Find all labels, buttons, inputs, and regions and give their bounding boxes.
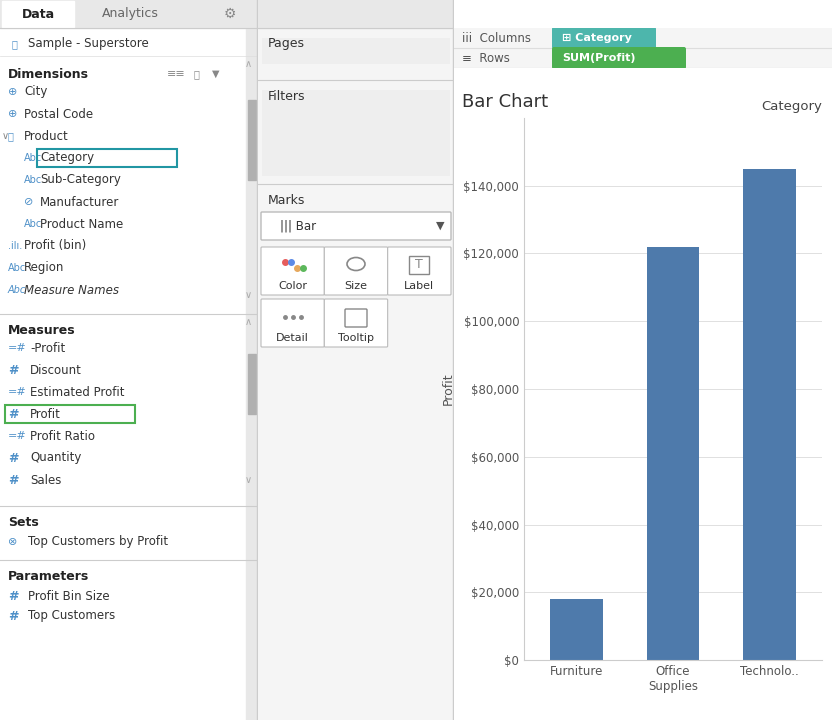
Text: Abc: Abc — [24, 153, 42, 163]
Bar — [248, 354, 256, 414]
Text: ||| Bar: ||| Bar — [280, 220, 316, 233]
Text: Top Customers: Top Customers — [28, 610, 116, 623]
Text: ≡≡: ≡≡ — [166, 69, 186, 79]
Text: Discount: Discount — [30, 364, 82, 377]
Text: Sample - Superstore: Sample - Superstore — [28, 37, 149, 50]
Text: Profit Bin Size: Profit Bin Size — [28, 590, 110, 603]
FancyBboxPatch shape — [261, 299, 324, 347]
Text: Sales: Sales — [30, 474, 62, 487]
Text: Category: Category — [40, 151, 94, 164]
Text: Product: Product — [24, 130, 69, 143]
Text: Measure Names: Measure Names — [24, 284, 119, 297]
Text: Data: Data — [22, 7, 55, 20]
Bar — [262, 38, 450, 64]
Text: Category: Category — [761, 99, 822, 112]
Bar — [5, 405, 135, 423]
Text: ⊕: ⊕ — [8, 109, 17, 119]
Text: Postal Code: Postal Code — [24, 107, 93, 120]
Text: ⊞ Category: ⊞ Category — [562, 33, 631, 43]
Text: Product Name: Product Name — [40, 217, 123, 230]
Text: =#: =# — [8, 431, 27, 441]
FancyBboxPatch shape — [261, 247, 324, 295]
Text: Abc: Abc — [8, 263, 27, 273]
Text: ▼: ▼ — [212, 69, 220, 79]
Text: -Profit: -Profit — [30, 341, 65, 354]
Text: 🔒: 🔒 — [12, 39, 17, 49]
Text: Filters: Filters — [268, 89, 305, 102]
Text: Profit Ratio: Profit Ratio — [30, 430, 95, 443]
FancyBboxPatch shape — [552, 27, 656, 49]
Text: 🔍: 🔍 — [193, 69, 199, 79]
Text: Abc: Abc — [24, 219, 42, 229]
Text: ⊘: ⊘ — [24, 197, 33, 207]
FancyBboxPatch shape — [388, 247, 451, 295]
Text: Estimated Profit: Estimated Profit — [30, 385, 125, 398]
FancyBboxPatch shape — [552, 47, 686, 69]
Text: Sub-Category: Sub-Category — [40, 174, 121, 186]
Text: #: # — [8, 610, 18, 623]
Text: ▼: ▼ — [436, 221, 444, 231]
Text: #: # — [8, 364, 18, 377]
Bar — [646, 247, 700, 660]
Text: Bar Chart: Bar Chart — [463, 93, 548, 111]
Text: #: # — [8, 474, 18, 487]
Text: ≡  Rows: ≡ Rows — [462, 52, 510, 65]
Bar — [258, 0, 454, 28]
Bar — [551, 599, 603, 660]
Text: Dimensions: Dimensions — [8, 68, 89, 81]
Text: Region: Region — [24, 261, 64, 274]
Y-axis label: Profit: Profit — [442, 373, 455, 405]
Text: 🧑: 🧑 — [8, 131, 14, 141]
Text: Size: Size — [344, 281, 368, 291]
Bar — [2, 1, 74, 27]
Text: ∨: ∨ — [2, 131, 9, 141]
Text: #: # — [8, 451, 18, 464]
Bar — [262, 90, 450, 176]
Text: Abc: Abc — [24, 175, 42, 185]
Bar — [0, 0, 258, 28]
Text: #: # — [8, 408, 18, 420]
Bar — [743, 168, 795, 660]
Text: Parameters: Parameters — [8, 570, 89, 582]
FancyBboxPatch shape — [324, 299, 388, 347]
Text: #: # — [8, 590, 18, 603]
Text: ∨: ∨ — [245, 475, 251, 485]
Text: Sets: Sets — [8, 516, 39, 528]
Text: =#: =# — [8, 343, 27, 353]
Text: Measures: Measures — [8, 323, 76, 336]
Text: ∧: ∧ — [245, 317, 251, 327]
Text: Tooltip: Tooltip — [338, 333, 374, 343]
Bar — [409, 256, 429, 274]
Text: iii  Columns: iii Columns — [462, 32, 531, 45]
Text: SUM(Profit): SUM(Profit) — [562, 53, 636, 63]
FancyBboxPatch shape — [261, 212, 451, 240]
Bar — [248, 100, 256, 180]
Text: City: City — [24, 86, 47, 99]
FancyBboxPatch shape — [324, 247, 388, 295]
Bar — [37, 149, 177, 167]
Text: Marks: Marks — [268, 194, 305, 207]
Text: Top Customers by Profit: Top Customers by Profit — [28, 536, 168, 549]
Text: T: T — [415, 258, 423, 271]
Text: Manufacturer: Manufacturer — [40, 196, 119, 209]
Text: Detail: Detail — [276, 333, 310, 343]
Text: Color: Color — [278, 281, 307, 291]
Bar — [246, 0, 258, 720]
Text: ⊕: ⊕ — [8, 87, 17, 97]
Text: Abc: Abc — [8, 285, 27, 295]
Text: ⊗: ⊗ — [8, 537, 17, 547]
Text: Profit: Profit — [30, 408, 61, 420]
Text: ∧: ∧ — [245, 59, 251, 69]
Text: Pages: Pages — [268, 37, 305, 50]
Text: .ilı.: .ilı. — [8, 241, 22, 251]
Text: =#: =# — [8, 387, 27, 397]
Text: Label: Label — [404, 281, 434, 291]
Text: Analytics: Analytics — [102, 7, 158, 20]
Text: ⚙: ⚙ — [224, 7, 236, 21]
Text: Quantity: Quantity — [30, 451, 82, 464]
Text: Profit (bin): Profit (bin) — [24, 240, 87, 253]
Text: ∨: ∨ — [245, 290, 251, 300]
